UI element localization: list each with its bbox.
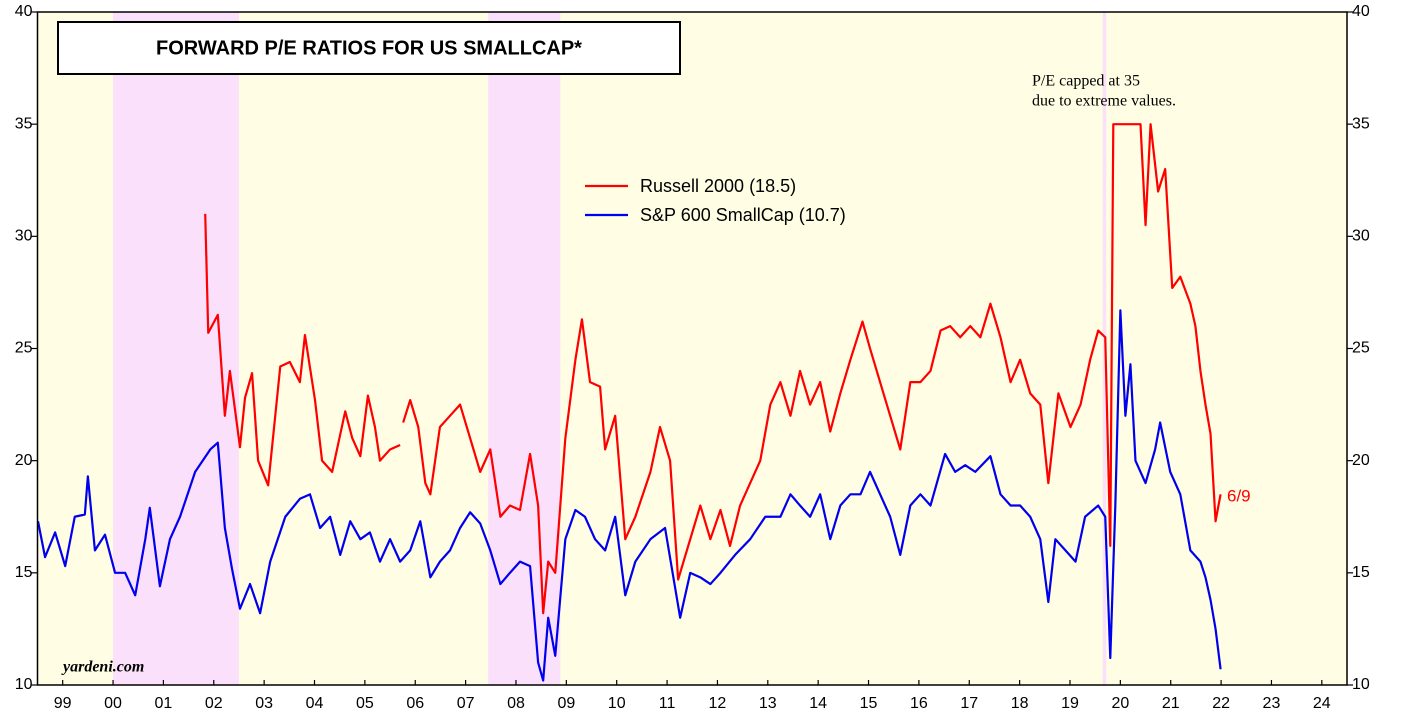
x-tick-label: 00 xyxy=(104,695,122,712)
x-tick-label: 20 xyxy=(1111,695,1129,712)
legend-label: S&P 600 SmallCap (10.7) xyxy=(640,205,846,225)
axis-layer: 10 10 15 15 20 20 25 25 30 30 35 35 40 40 99 00 01 02 03 04… xyxy=(15,3,1370,712)
y2-tick-label: 10 xyxy=(1352,676,1370,693)
y2-tick-label: 25 xyxy=(1352,340,1370,357)
x-tick-label: 16 xyxy=(910,695,928,712)
source: yardeni.com xyxy=(61,659,144,676)
x-tick-label: 15 xyxy=(860,695,878,712)
end-label: 6/9 xyxy=(1227,486,1251,505)
x-tick-label: 07 xyxy=(457,695,475,712)
y-tick-label: 25 xyxy=(15,340,33,357)
series-line xyxy=(36,309,1222,682)
legend-label: Russell 2000 (18.5) xyxy=(640,176,796,196)
y2-tick-label: 15 xyxy=(1352,564,1370,581)
x-tick-label: 21 xyxy=(1162,695,1180,712)
x-tick-label: 99 xyxy=(54,695,72,712)
x-tick-label: 22 xyxy=(1212,695,1230,712)
annotation: due to extreme values. xyxy=(1032,93,1176,110)
x-tick-label: 13 xyxy=(759,695,777,712)
x-tick-label: 19 xyxy=(1061,695,1079,712)
x-tick-label: 11 xyxy=(659,695,676,712)
x-tick-label: 03 xyxy=(255,695,273,712)
y2-tick-label: 35 xyxy=(1352,115,1370,132)
x-tick-label: 05 xyxy=(356,695,374,712)
x-tick-label: 09 xyxy=(557,695,575,712)
y-tick-label: 10 xyxy=(15,676,33,693)
annotation: P/E capped at 35 xyxy=(1032,73,1140,90)
x-tick-label: 14 xyxy=(809,695,827,712)
shaded-region xyxy=(488,12,561,685)
x-tick-label: 08 xyxy=(507,695,525,712)
x-tick-label: 18 xyxy=(1011,695,1029,712)
y-tick-label: 15 xyxy=(15,564,33,581)
title-box xyxy=(57,21,681,75)
x-tick-label: 04 xyxy=(306,695,324,712)
x-tick-label: 02 xyxy=(205,695,223,712)
chart-title: FORWARD P/E RATIOS FOR US SMALLCAP* xyxy=(156,37,582,59)
shaded-region xyxy=(113,12,239,685)
line-layer: Russell 2000 (18.5) S&P 600 SmallCap (10.… xyxy=(36,123,1222,682)
y2-tick-label: 30 xyxy=(1352,228,1370,245)
x-tick-label: 24 xyxy=(1313,695,1331,712)
y-tick-label: 35 xyxy=(15,115,33,132)
plot-frame xyxy=(36,11,1348,686)
x-tick-label: 10 xyxy=(608,695,626,712)
y2-tick-label: 40 xyxy=(1352,3,1370,20)
x-tick-label: 01 xyxy=(155,695,173,712)
x-tick-label: 06 xyxy=(406,695,424,712)
x-tick-label: 12 xyxy=(709,695,727,712)
x-tick-label: 23 xyxy=(1263,695,1281,712)
y-tick-label: 30 xyxy=(15,228,33,245)
y-tick-label: 40 xyxy=(15,3,33,20)
x-tick-label: 17 xyxy=(960,695,978,712)
y2-tick-label: 20 xyxy=(1352,452,1370,469)
series-line xyxy=(204,123,1222,615)
y-tick-label: 20 xyxy=(15,452,33,469)
